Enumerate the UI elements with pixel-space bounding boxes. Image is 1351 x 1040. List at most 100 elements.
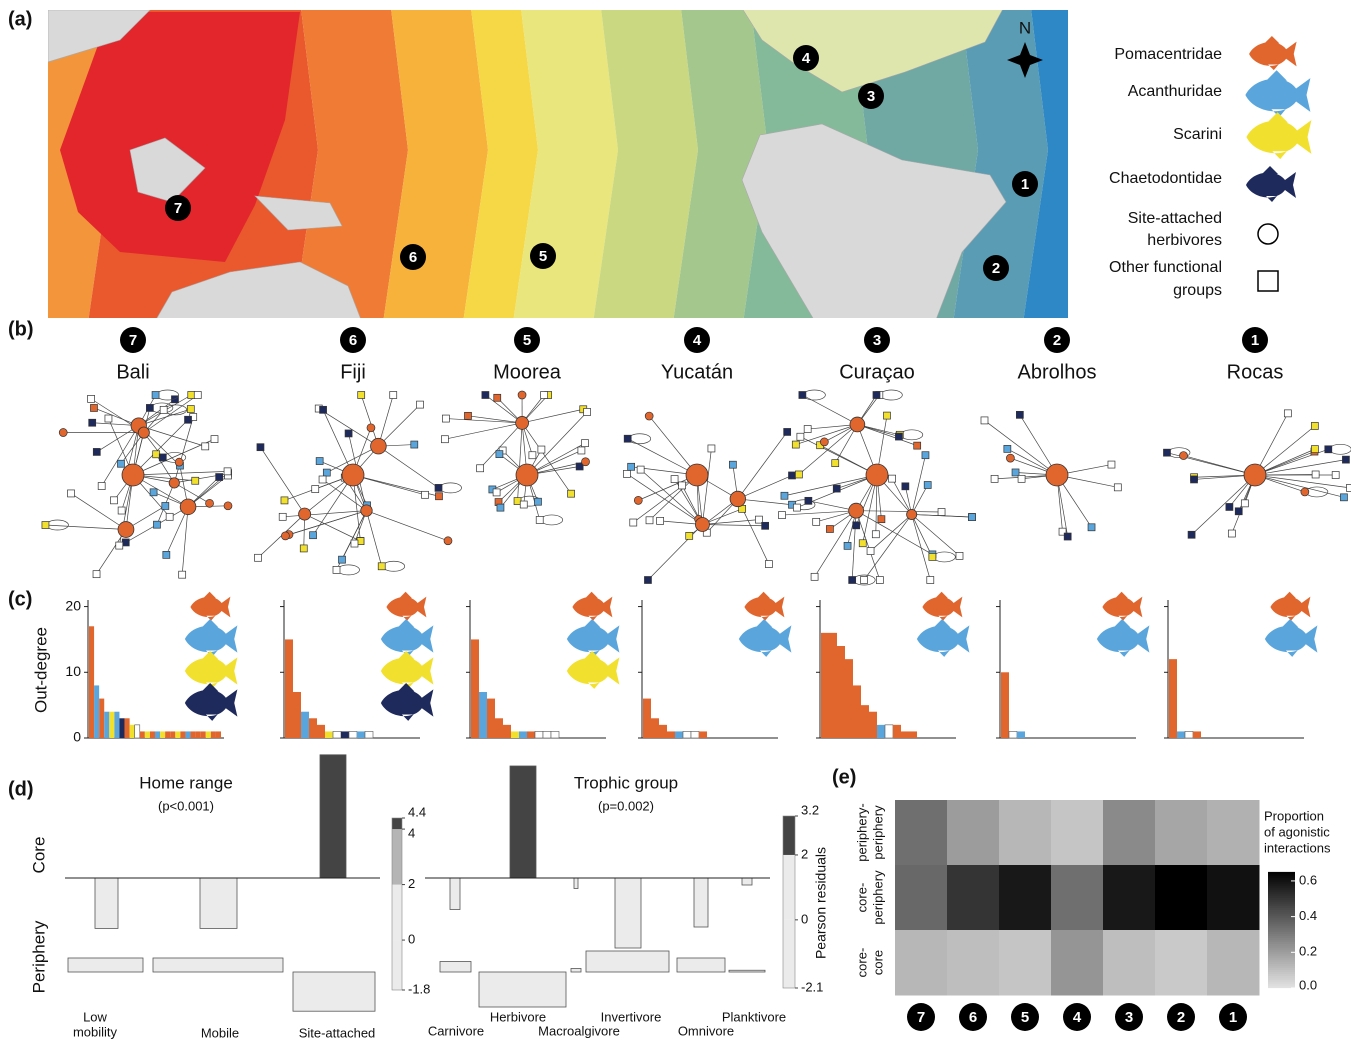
edge	[480, 423, 522, 468]
bar	[527, 731, 535, 738]
legend-label: Acanthuridae	[1128, 83, 1222, 100]
colorbar-title: interactions	[1264, 840, 1331, 855]
node	[1325, 446, 1332, 453]
edge	[852, 511, 856, 580]
node	[795, 471, 802, 478]
bar	[365, 731, 373, 738]
heat-cell	[947, 930, 1000, 996]
bar	[479, 692, 487, 738]
edge	[738, 499, 792, 505]
node	[927, 577, 934, 584]
edge	[133, 471, 228, 475]
residual-bar	[479, 972, 566, 1007]
colorbar-step	[1268, 950, 1295, 952]
colorbar-step	[1268, 976, 1295, 978]
colorbar-step	[1268, 912, 1295, 914]
colorbar-step	[1268, 918, 1295, 920]
panel-label: (c)	[8, 588, 32, 610]
colorbar-step	[1268, 958, 1295, 960]
edge	[702, 448, 711, 524]
fish-icon	[1246, 166, 1296, 202]
node	[224, 468, 231, 475]
bar	[1185, 731, 1193, 738]
bar	[185, 731, 190, 738]
colorbar-step	[1268, 892, 1295, 894]
node	[878, 516, 885, 523]
bar	[1169, 659, 1177, 738]
bar	[357, 731, 365, 738]
bar	[130, 725, 135, 738]
category-label: Invertivore	[601, 1009, 662, 1024]
bar	[293, 692, 301, 738]
residual-bar	[68, 958, 143, 972]
bar	[349, 731, 357, 738]
category-label: Site-attached	[299, 1025, 376, 1040]
node	[956, 552, 963, 559]
node	[1332, 472, 1339, 479]
node	[584, 408, 591, 415]
hub-node	[122, 464, 144, 486]
node	[536, 516, 543, 523]
bar	[543, 731, 551, 738]
column-label: 5	[1021, 1009, 1029, 1026]
node	[765, 561, 772, 568]
node	[679, 482, 686, 489]
node	[279, 513, 286, 520]
node	[422, 491, 429, 498]
edge	[1255, 426, 1315, 475]
bar	[170, 731, 175, 738]
edge	[702, 520, 758, 525]
bar	[853, 685, 861, 738]
node	[529, 452, 536, 459]
bar	[140, 731, 145, 738]
colorbar-step	[1268, 960, 1295, 962]
node	[518, 391, 526, 399]
node	[390, 392, 397, 399]
colorbar-step	[1268, 956, 1295, 958]
residual-bar	[586, 951, 669, 972]
site-label: 7	[129, 332, 137, 349]
colorbar-label: 0.4	[1299, 908, 1317, 923]
colorbar-label: 2	[408, 876, 415, 891]
colorbar-label: 0.0	[1299, 977, 1317, 992]
colorbar-step	[1268, 962, 1295, 964]
site-label: 2	[992, 260, 1000, 277]
edge	[738, 432, 787, 499]
category-label: Low	[83, 1009, 107, 1024]
bar	[325, 731, 333, 738]
node	[929, 553, 936, 560]
colorbar-step	[1268, 984, 1295, 986]
category-label: Carnivore	[428, 1023, 484, 1038]
node	[441, 436, 448, 443]
node	[729, 461, 736, 468]
figure: (a)(b)(c)(d)(e)7654321NPomacentridaeAcan…	[0, 0, 1351, 1040]
node	[160, 406, 167, 413]
bar	[114, 712, 119, 738]
node	[1241, 500, 1248, 507]
panel-label: (e)	[832, 766, 856, 788]
node	[153, 451, 160, 458]
residual-bar	[200, 878, 237, 928]
colorbar-label: 0	[408, 932, 415, 947]
node	[902, 483, 909, 490]
loop	[383, 561, 405, 571]
node	[1284, 410, 1291, 417]
colorbar-step	[1268, 924, 1295, 926]
node	[686, 532, 693, 539]
edge	[912, 455, 926, 514]
node	[411, 441, 418, 448]
node	[417, 401, 424, 408]
colorbar-label: 2	[801, 846, 808, 861]
fish-icon	[567, 619, 620, 657]
bar	[1001, 672, 1009, 738]
bar	[503, 725, 511, 738]
site-name: Bali	[116, 361, 149, 383]
edge	[445, 423, 522, 439]
node	[634, 496, 642, 504]
site-label: 1	[1021, 176, 1029, 193]
bar	[99, 699, 104, 738]
hub-node	[866, 464, 888, 486]
node	[110, 497, 117, 504]
hub-node	[361, 505, 372, 516]
colorbar-step	[1268, 982, 1295, 984]
